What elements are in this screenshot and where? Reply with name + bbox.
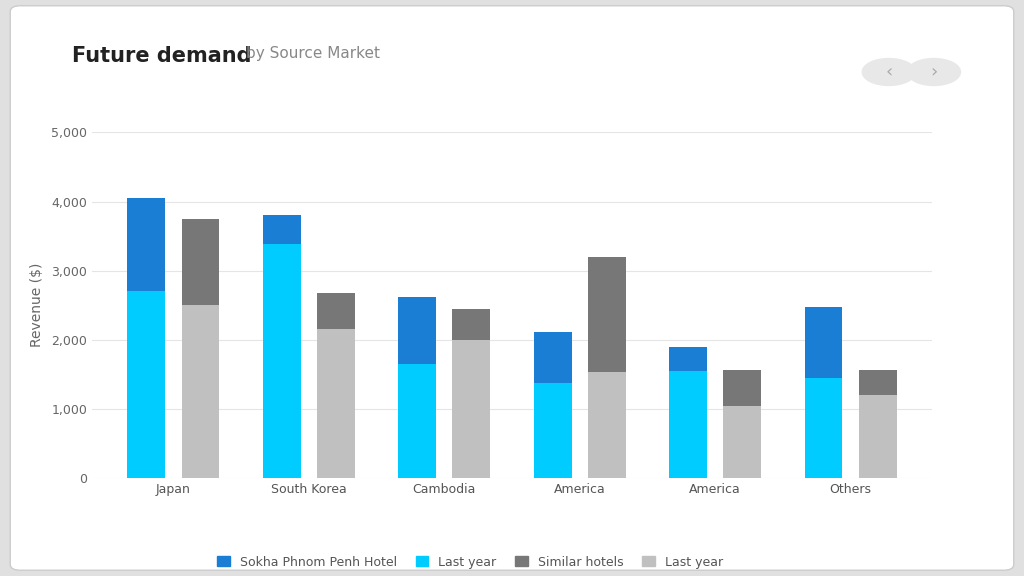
Bar bbox=[317, 293, 355, 329]
Bar bbox=[588, 257, 626, 372]
Text: ›: › bbox=[930, 63, 938, 81]
Bar bbox=[453, 340, 490, 478]
Bar bbox=[181, 219, 219, 305]
Bar bbox=[723, 370, 761, 406]
Y-axis label: Revenue ($): Revenue ($) bbox=[31, 263, 44, 347]
Bar bbox=[805, 306, 843, 378]
Bar bbox=[534, 382, 571, 478]
Bar bbox=[317, 329, 355, 478]
Bar bbox=[805, 378, 843, 478]
Bar bbox=[127, 198, 165, 291]
Bar bbox=[859, 370, 897, 395]
Legend: Sokha Phnom Penh Hotel, Last year, Similar hotels, Last year: Sokha Phnom Penh Hotel, Last year, Simil… bbox=[217, 556, 723, 569]
Text: by Source Market: by Source Market bbox=[246, 46, 380, 61]
Bar bbox=[127, 291, 165, 478]
Bar bbox=[534, 332, 571, 382]
Text: ‹: ‹ bbox=[885, 63, 893, 81]
Bar bbox=[398, 297, 436, 364]
Bar bbox=[181, 305, 219, 478]
Bar bbox=[859, 395, 897, 478]
Bar bbox=[263, 244, 301, 478]
Bar bbox=[723, 406, 761, 478]
Bar bbox=[453, 309, 490, 340]
Text: Future demand: Future demand bbox=[72, 46, 251, 66]
Bar bbox=[263, 215, 301, 244]
Bar bbox=[398, 364, 436, 478]
Circle shape bbox=[907, 59, 961, 85]
Bar bbox=[588, 372, 626, 478]
Bar bbox=[669, 371, 707, 478]
Bar bbox=[669, 347, 707, 371]
Circle shape bbox=[862, 59, 915, 85]
